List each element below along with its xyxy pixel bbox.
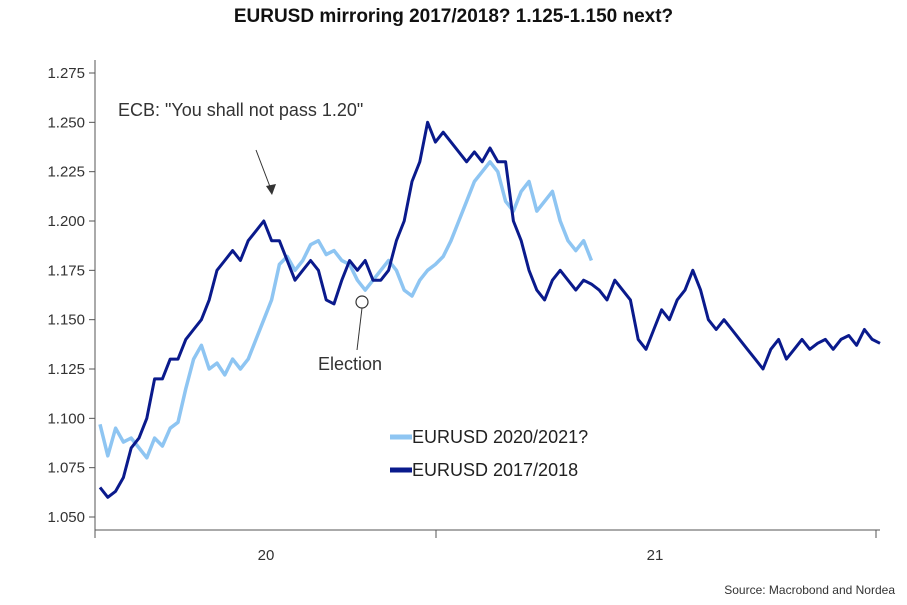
ecb-annotation: ECB: "You shall not pass 1.20" [118,100,363,120]
chart-title: EURUSD mirroring 2017/2018? 1.125-1.150 … [233,6,674,27]
y-tick-label: 1.275 [47,65,85,82]
election-annotation: Election [318,354,382,374]
legend-label-2017: EURUSD 2017/2018 [412,460,578,480]
legend: EURUSD 2020/2021? EURUSD 2017/2018 [390,427,588,480]
y-tick-label: 1.225 [47,164,85,181]
y-tick-label: 1.200 [47,213,85,230]
source-note: Source: Macrobond and Nordea [724,583,895,597]
x-ticks: 20 21 [94,530,877,564]
y-tick-label: 1.250 [47,114,85,131]
election-marker [355,295,369,309]
y-tick-label: 1.100 [47,410,85,427]
election-pointer [356,307,363,351]
series-line-2017-2018 [98,120,881,499]
y-tick-label: 1.125 [47,361,85,378]
y-tick-label: 1.075 [47,460,85,477]
y-tick-label: 1.150 [47,312,85,329]
y-ticks: 1.050 1.075 1.100 1.125 1.150 1.175 1.200 1.225… [47,65,95,526]
legend-label-2020: EURUSD 2020/2021? [412,427,588,447]
x-tick-label: 21 [647,547,664,564]
x-tick-label: 20 [258,547,275,564]
series-line-2020-2021 [98,160,594,460]
ecb-arrow [255,149,273,193]
y-tick-label: 1.050 [47,509,85,526]
series-lines [98,120,881,499]
ecb-arrowhead [266,184,276,195]
y-tick-label: 1.175 [47,262,85,279]
